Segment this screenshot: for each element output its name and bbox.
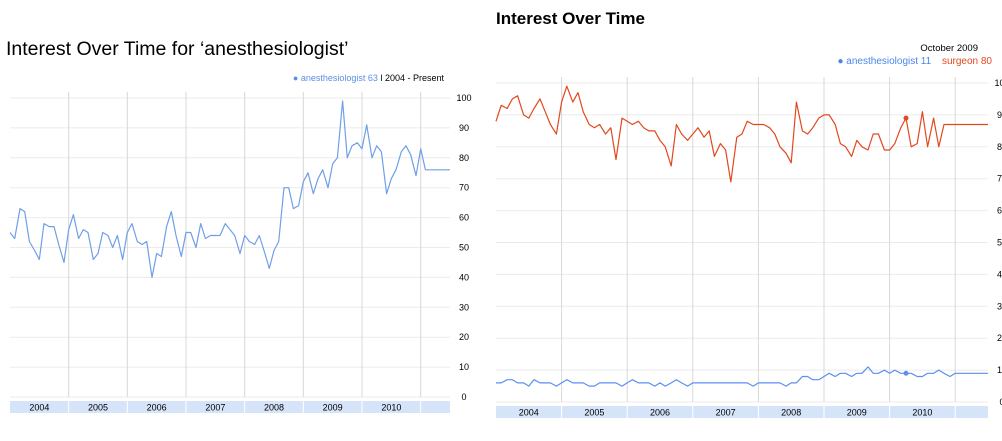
left-x-tick-label: 2009: [323, 403, 343, 413]
right-series-line-surgeon: [495, 85, 988, 183]
right-y-tick-label: 60: [997, 206, 1002, 216]
left-y-tick-label: 20: [459, 332, 469, 342]
right-y-tick-label: 20: [997, 333, 1002, 343]
left-x-tick-label: 2008: [264, 403, 284, 413]
left-x-tick-label: 2005: [88, 403, 108, 413]
right-x-tick-label: 2004: [519, 408, 539, 418]
left-y-tick-label: 80: [459, 153, 469, 163]
left-y-tick-label: 10: [459, 362, 469, 372]
left-chart-title: Interest Over Time for ‘anesthesiologist…: [6, 38, 349, 60]
right-x-tick-label: 2008: [781, 408, 801, 418]
right-chart-title: Interest Over Time: [496, 9, 645, 28]
left-y-tick-label: 60: [459, 213, 469, 223]
right-y-tick-label: 10: [997, 365, 1002, 375]
right-line-chart: 0 10 20 30 40 50 60 70 80 90 100 2004 2005 2006 2007 20…: [495, 77, 1002, 418]
right-y-tick-label: 100: [994, 78, 1002, 88]
right-x-tick-label: 2006: [650, 408, 670, 418]
right-highlight-point-surgeon: [903, 115, 909, 121]
legend-dot-icon: ●: [837, 56, 844, 67]
left-year-band: [10, 401, 450, 413]
legend-series-anesthesiologist: anesthesiologist 63: [300, 73, 378, 83]
left-y-tick-label: 70: [459, 183, 469, 193]
left-legend: ● anesthesiologist 63 l 2004 - Present: [293, 73, 444, 83]
right-year-band: [496, 406, 988, 418]
hover-date-label: October 2009: [920, 43, 978, 54]
legend-date-range: l 2004 - Present: [380, 73, 444, 83]
right-x-tick-label: 2007: [716, 408, 736, 418]
left-x-tick-label: 2007: [205, 403, 225, 413]
left-y-tick-label: 30: [459, 302, 469, 312]
legend-series-surgeon: surgeon 80: [941, 56, 992, 67]
left-series-line-anesthesiologist: [9, 100, 450, 278]
right-x-tick-label: 2009: [847, 408, 867, 418]
right-y-tick-label: 80: [997, 142, 1002, 152]
left-x-tick-label: 2004: [29, 403, 49, 413]
right-y-tick-label: 90: [997, 110, 1002, 120]
left-line-chart: 0 10 20 30 40 50 60 70 80 90 100 2004 2005 2006 2007 20…: [9, 92, 472, 413]
right-y-tick-label: 30: [997, 301, 1002, 311]
right-legend: ● anesthesiologist 11 surgeon 80: [837, 56, 992, 67]
right-highlight-point-anesthesiologist: [903, 370, 909, 376]
left-chart-panel: Interest Over Time for ‘anesthesiologist…: [0, 0, 472, 441]
left-y-tick-label: 0: [461, 392, 466, 402]
left-y-tick-label: 90: [459, 123, 469, 133]
left-y-tick-label: 40: [459, 272, 469, 282]
left-x-tick-label: 2006: [147, 403, 167, 413]
right-y-tick-label: 70: [997, 174, 1002, 184]
right-y-tick-label: 40: [997, 269, 1002, 279]
left-y-tick-label: 50: [459, 243, 469, 253]
right-chart-panel: Interest Over Time October 2009 ● anesth…: [488, 0, 1002, 441]
legend-dot-icon: ●: [292, 73, 299, 83]
right-x-tick-label: 2005: [584, 408, 604, 418]
left-x-tick-label: 2010: [381, 403, 401, 413]
right-y-tick-label: 50: [997, 238, 1002, 248]
right-y-tick-label: 0: [999, 397, 1002, 407]
legend-series-anesthesiologist: anesthesiologist 11: [846, 56, 932, 67]
left-y-tick-label: 100: [456, 93, 471, 103]
right-x-tick-label: 2010: [912, 408, 932, 418]
